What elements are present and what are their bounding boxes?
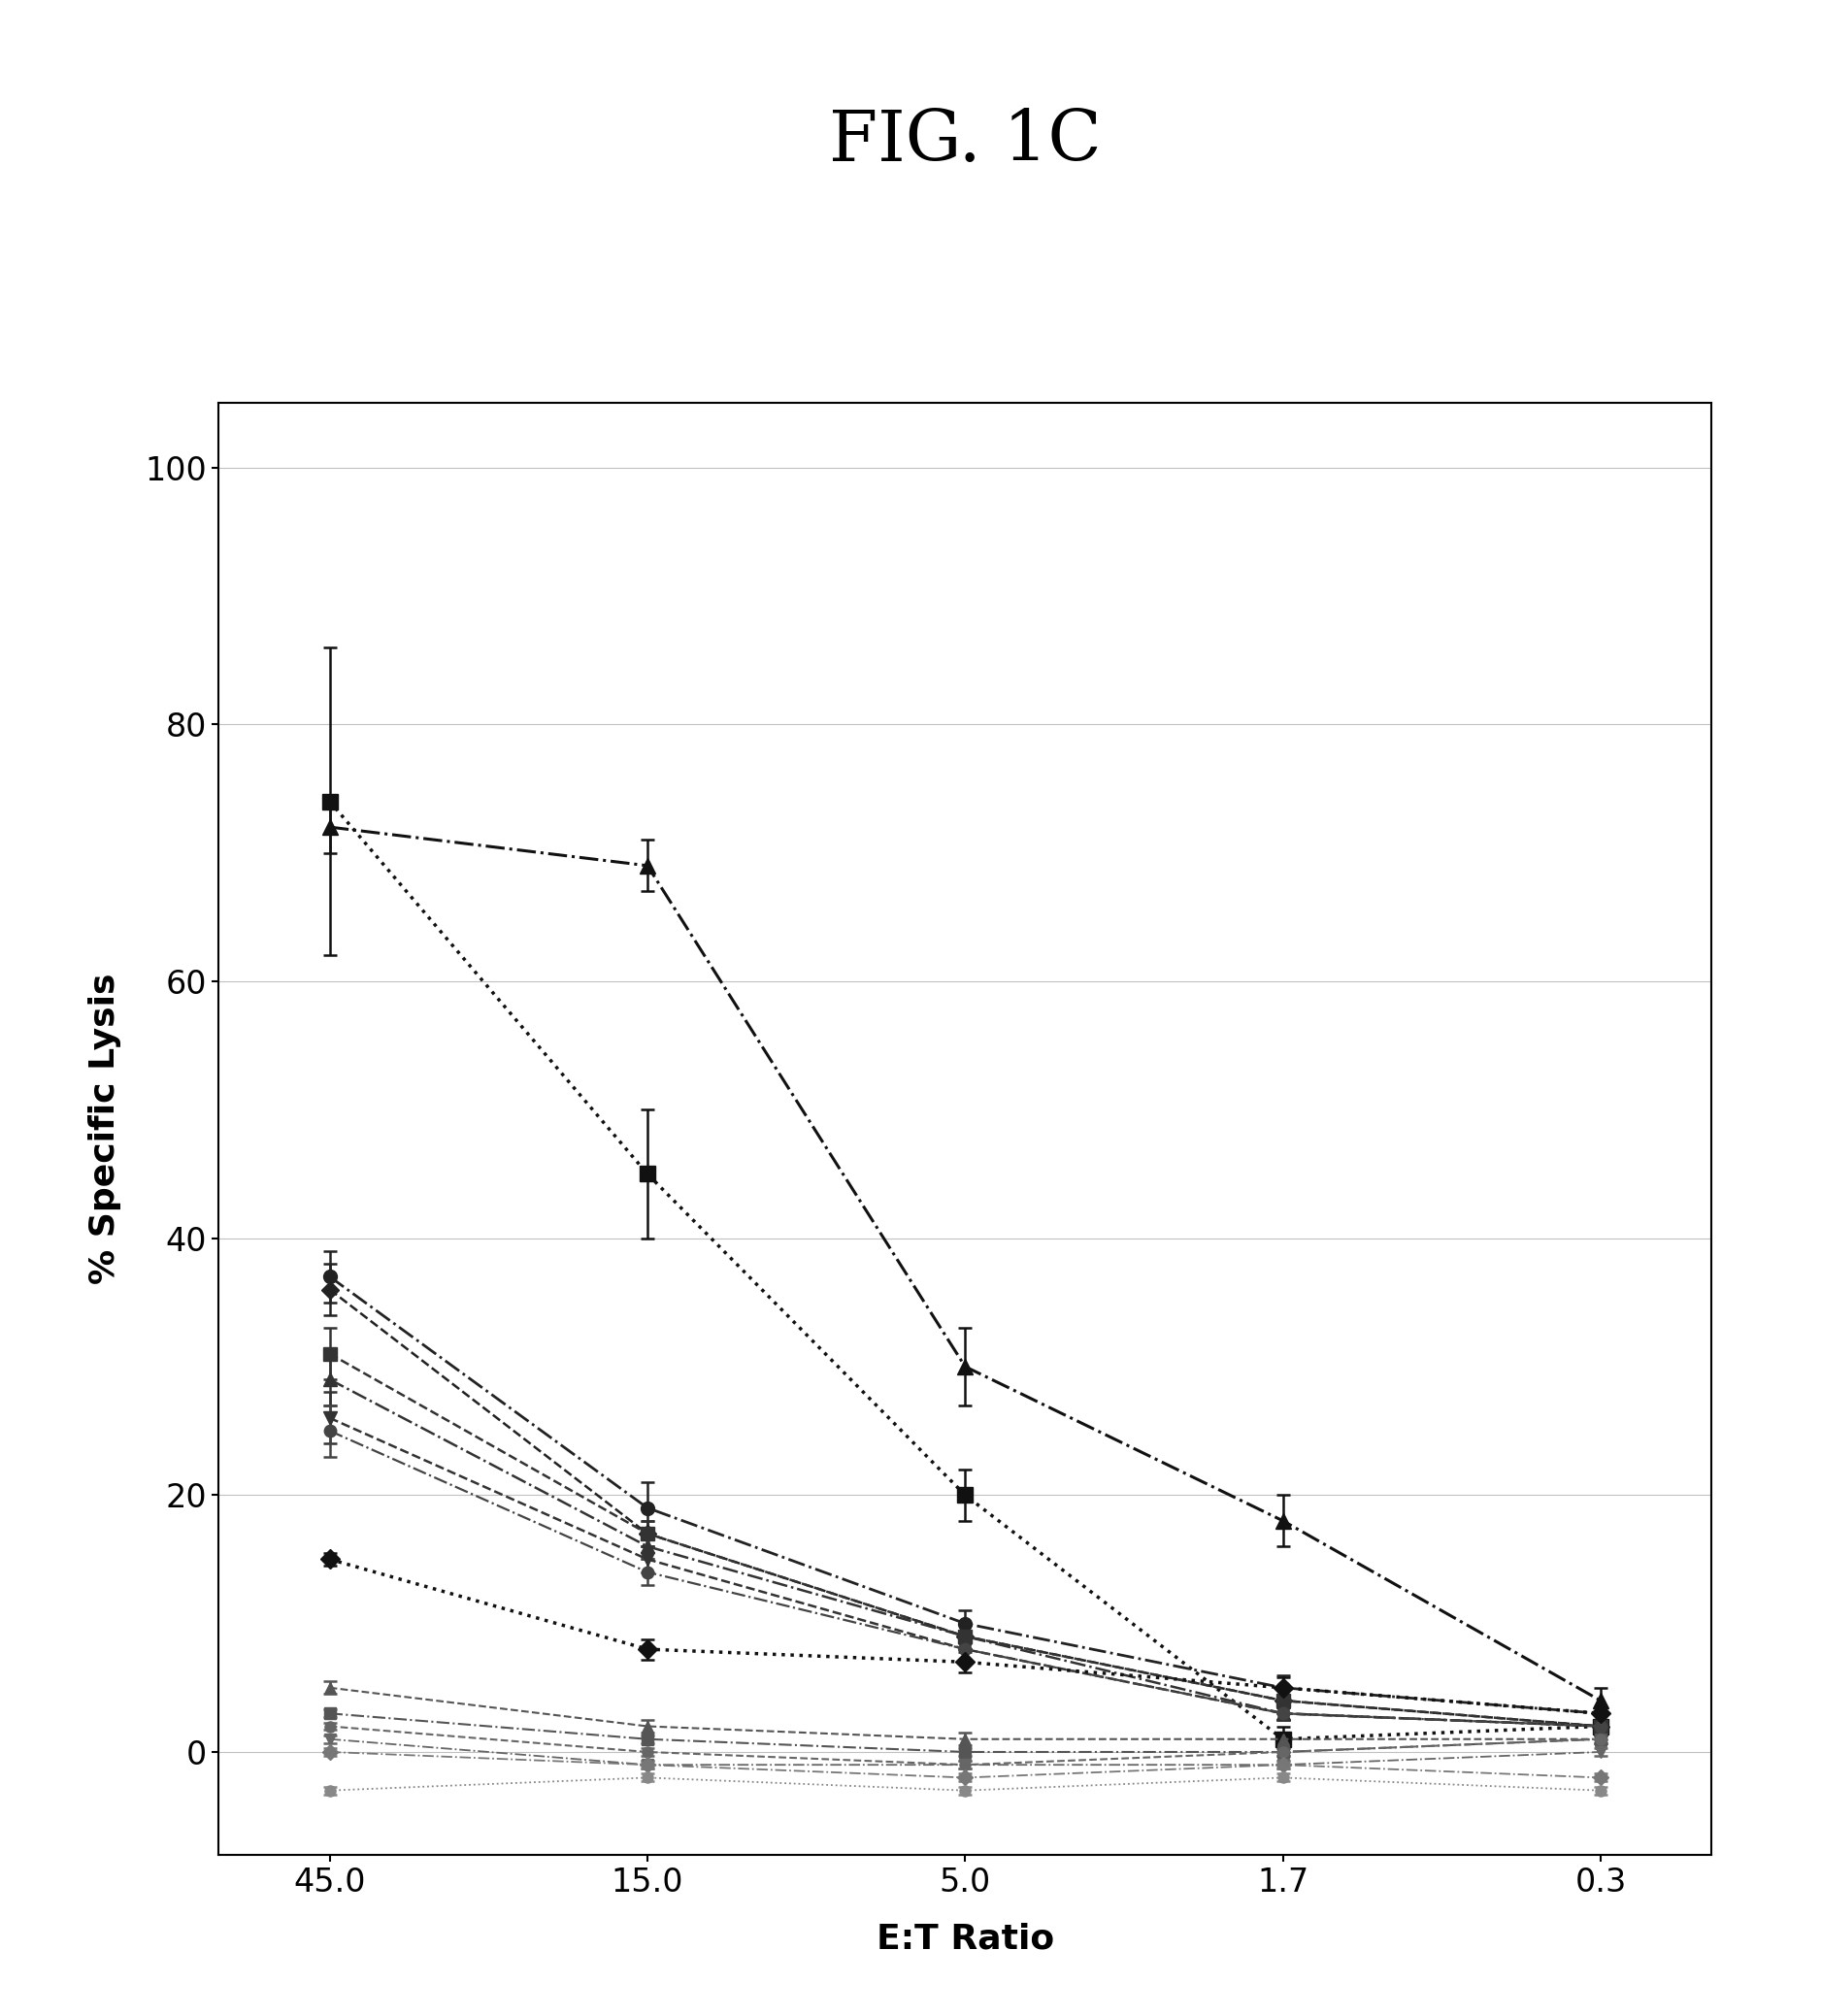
Y-axis label: % Specific Lysis: % Specific Lysis — [87, 974, 120, 1284]
Text: FIG. 1C: FIG. 1C — [829, 107, 1102, 175]
X-axis label: E:T Ratio: E:T Ratio — [876, 1923, 1054, 1956]
